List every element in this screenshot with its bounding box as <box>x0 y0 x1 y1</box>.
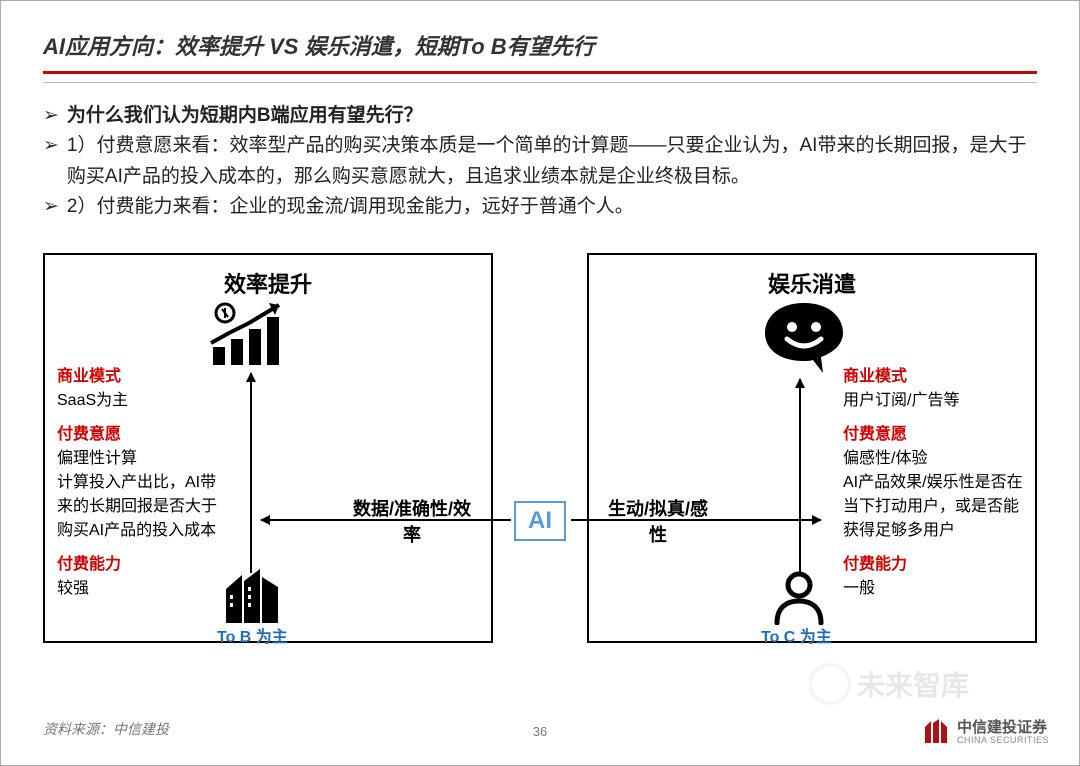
footer-source: 资料来源：中信建投 <box>43 719 169 739</box>
left-edge-label: 数据/准确性/效率 <box>347 495 477 547</box>
left-attrs: 商业模式 SaaS为主 付费意愿 偏理性计算 计算投入产出比，AI带来的长期回报… <box>57 365 227 601</box>
left-panel: 效率提升 商业模式 SaaS为主 <box>43 253 493 643</box>
bullet-2: 2）付费能力来看：企业的现金流/调用现金能力，远好于普通个人。 <box>67 192 634 222</box>
page-number: 36 <box>533 724 547 739</box>
right-attrs: 商业模式 用户订阅/广告等 付费意愿 偏感性/体验 AI产品效果/娱乐性是否在当… <box>843 365 1023 601</box>
right-title: 娱乐消遣 <box>589 267 1035 299</box>
arrow-to-left <box>261 519 511 521</box>
arrow-to-right <box>571 519 821 521</box>
left-title: 效率提升 <box>45 267 491 299</box>
bullet-list: ➢为什么我们认为短期内B端应用有望先行？ ➢1）付费意愿来看：效率型产品的购买决… <box>43 101 1037 223</box>
diagram: 效率提升 商业模式 SaaS为主 <box>43 253 1037 653</box>
building-icon <box>220 569 282 625</box>
left-sub: To B 为主 <box>217 623 288 647</box>
person-icon <box>771 571 827 625</box>
left-vertical-arrow <box>250 373 252 573</box>
right-panel: 娱乐消遣 商业模式 用户订阅/广告等 付费意愿 偏感性/体验 AI产品效果/娱乐… <box>587 253 1037 643</box>
watermark: 未来智库 <box>809 663 969 705</box>
growth-chart-icon <box>205 299 295 369</box>
bullet-1: 1）付费意愿来看：效率型产品的购买决策本质是一个简单的计算题——只要企业认为，A… <box>67 131 1037 192</box>
logo-icon <box>921 717 951 747</box>
right-vertical-arrow <box>799 379 801 573</box>
right-sub: To C 为主 <box>761 623 832 647</box>
brand-logo: 中信建投证券 CHINA SECURITIES <box>921 717 1049 747</box>
right-edge-label: 生动/拟真/感性 <box>603 495 713 547</box>
divider-grey <box>43 82 1037 83</box>
divider-red <box>43 71 1037 74</box>
slide-title: AI应用方向：效率提升 VS 娱乐消遣，短期To B有望先行 <box>43 29 1037 61</box>
smile-chat-icon <box>759 301 849 375</box>
ai-center: AI <box>514 501 566 541</box>
bullet-question: 为什么我们认为短期内B端应用有望先行？ <box>67 101 423 131</box>
